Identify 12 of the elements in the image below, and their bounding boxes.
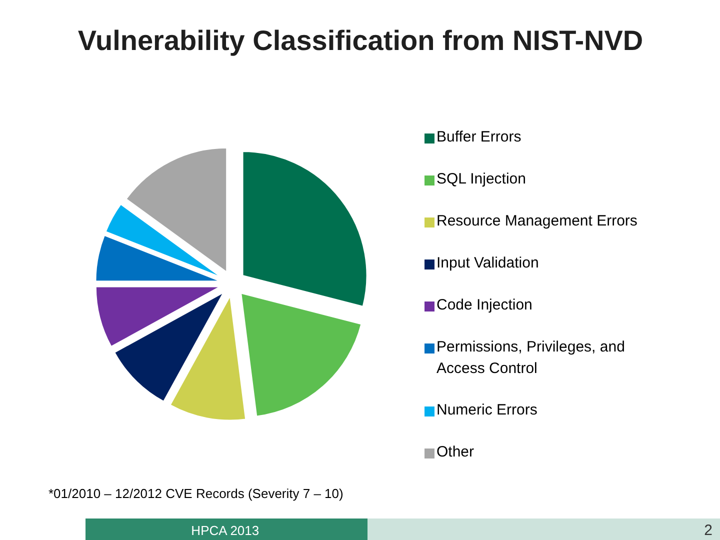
text: *01/2010 – 12/2012 CVE Records (Severity 7 – 10) — [48, 486, 344, 501]
legend-label: Input Validation — [436, 254, 539, 272]
legend-label: Numeric Errors — [436, 402, 538, 418]
text: 2 — [704, 522, 712, 539]
legend-label: Buffer Errors — [436, 128, 522, 146]
legend-label: Permissions, Privileges, and Access Control — [436, 338, 625, 377]
legend-label: Code Injection — [436, 296, 532, 314]
text: HPCA 2013 — [191, 523, 260, 538]
legend-label: SQL Injection — [436, 170, 526, 188]
legend-label: Other — [436, 444, 474, 460]
chart-title: Vulnerability Classification from NIST-NVD — [78, 25, 644, 56]
legend-label: Resource Management Errors — [436, 212, 638, 230]
